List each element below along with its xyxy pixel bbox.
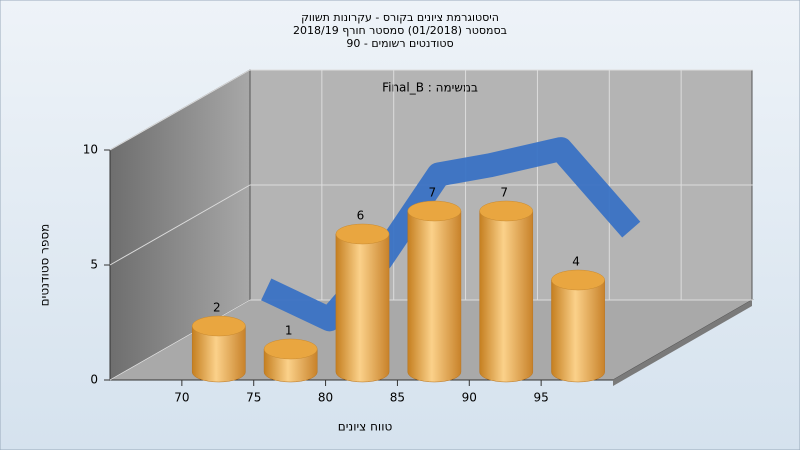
x-tick-label: 90 [462, 391, 477, 405]
grid-line [109, 184, 251, 266]
grid-line [109, 69, 251, 151]
value-label: 7 [429, 186, 437, 200]
title-line: היסטוגרמת ציונים בקורס - עקרונות תשווק [301, 11, 499, 24]
bar [191, 325, 246, 383]
title-line: בסמסטר (01/2018) סמסטר חורף 2018/19 [293, 24, 507, 37]
bar-top [263, 338, 318, 360]
grid-line [109, 299, 251, 381]
y-tick-label: 5 [90, 258, 98, 272]
bar [479, 210, 534, 383]
curve [261, 137, 641, 332]
bar-top [479, 200, 534, 222]
subtitle: Final_B : במשימה [382, 81, 478, 95]
y-tick-label: 0 [90, 373, 98, 387]
x-tick-label: 85 [390, 391, 405, 405]
bar-top [335, 223, 390, 245]
floor-edge [613, 300, 752, 386]
bar-top [191, 315, 246, 337]
value-label: 6 [357, 209, 365, 223]
bar-top [407, 200, 462, 222]
bar [335, 233, 390, 383]
x-axis-label: טווח ציונים [338, 420, 393, 434]
x-tick-label: 95 [534, 391, 549, 405]
y-tick-label: 10 [83, 143, 98, 157]
bar [551, 279, 605, 383]
title-line: סטודנטים רשומים - 90 [346, 37, 453, 50]
value-label: 1 [285, 324, 293, 338]
bar [407, 210, 462, 383]
x-tick-label: 80 [318, 391, 333, 405]
bar-top [551, 269, 605, 291]
value-label: 7 [500, 186, 508, 200]
value-label: 4 [572, 255, 580, 269]
x-tick-label: 70 [174, 391, 189, 405]
x-tick-label: 75 [246, 391, 261, 405]
value-label: 2 [213, 301, 221, 315]
y-axis-label: מספר סטודנטים [38, 224, 52, 307]
